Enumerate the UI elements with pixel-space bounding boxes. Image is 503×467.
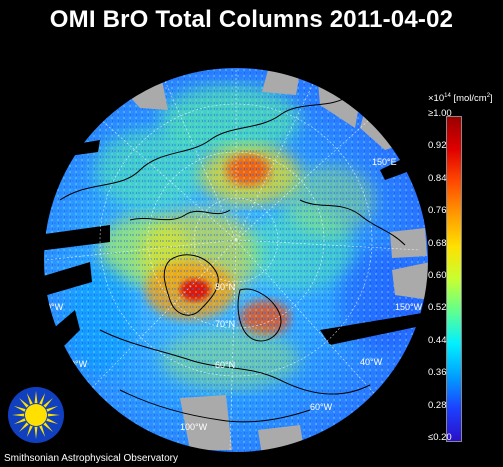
colorbar-tick-label: 0.60 — [428, 270, 447, 281]
sun-ray — [26, 392, 33, 405]
lon-label: 150°E — [372, 157, 397, 167]
colorbar — [446, 116, 462, 442]
sun-ray — [26, 425, 33, 438]
sun-ray — [34, 426, 38, 439]
sun-ray — [39, 392, 46, 405]
lat-label: 80°N — [215, 282, 235, 292]
map-title: OMI BrO Total Columns 2011-04-02 — [49, 6, 454, 33]
colorbar-tick-label: 0.36 — [428, 367, 447, 379]
sun-ray — [13, 405, 26, 412]
sun-ray — [13, 418, 26, 425]
colorbar-tick-label: 0.76 — [428, 205, 447, 217]
lon-label: 60°W — [310, 402, 333, 412]
unit-exponent: 14 — [444, 93, 451, 99]
lat-label: 60°N — [215, 360, 235, 370]
sun-ray — [43, 398, 53, 408]
unit-suffix: [mol/cm — [450, 93, 487, 105]
smithsonian-sun-logo — [8, 387, 64, 443]
sun-ray — [46, 418, 59, 425]
coastlines — [59, 94, 406, 423]
lon-label: 100°W — [180, 422, 208, 432]
sun-ray — [12, 413, 25, 417]
bro-field — [43, 67, 429, 453]
colorbar-tick-label: 0.28 — [428, 399, 447, 411]
colorbar-tick-label: 0.52 — [428, 302, 447, 314]
sun-ray — [19, 422, 29, 432]
sun-ray — [34, 391, 38, 404]
colorbar-unit: ×1014 [mol/cm2] — [428, 93, 493, 104]
sun-ray — [46, 405, 59, 412]
lon-label: 120°E — [315, 72, 340, 82]
colorbar-tick-label: ≤0.20 — [428, 432, 452, 443]
colorbar-tick-label: ≥1.00 — [428, 108, 452, 119]
sun-ray — [39, 425, 46, 438]
colorbar-tick-label: 0.68 — [428, 237, 447, 249]
sun-ray — [47, 413, 60, 417]
lon-label: 60°E — [250, 50, 270, 60]
colorbar-tick-label: 0.44 — [428, 334, 447, 346]
lon-label: 40°W — [360, 357, 383, 367]
lon-label: 30°E — [36, 172, 56, 182]
lat-label: 70°N — [215, 319, 235, 329]
sun-ray — [19, 398, 29, 408]
colorbar-tick-label: 0.84 — [428, 172, 447, 184]
sun-ray — [43, 422, 53, 432]
lon-label: 150°W — [395, 302, 423, 312]
lon-label: 60°E — [70, 114, 90, 124]
lon-label: 90°W — [65, 359, 88, 369]
lon-label: 120°W — [36, 302, 64, 312]
credit-text: Smithsonian Astrophysical Observatory — [4, 453, 178, 464]
colorbar-tick-label: 0.92 — [428, 140, 447, 152]
unit-close: ] — [490, 93, 493, 105]
lon-label: 90°E — [180, 50, 200, 60]
graticule — [44, 67, 421, 451]
map-rim — [42, 66, 430, 454]
unit-square: 2 — [486, 93, 491, 99]
unit-prefix: ×10 — [428, 93, 445, 105]
